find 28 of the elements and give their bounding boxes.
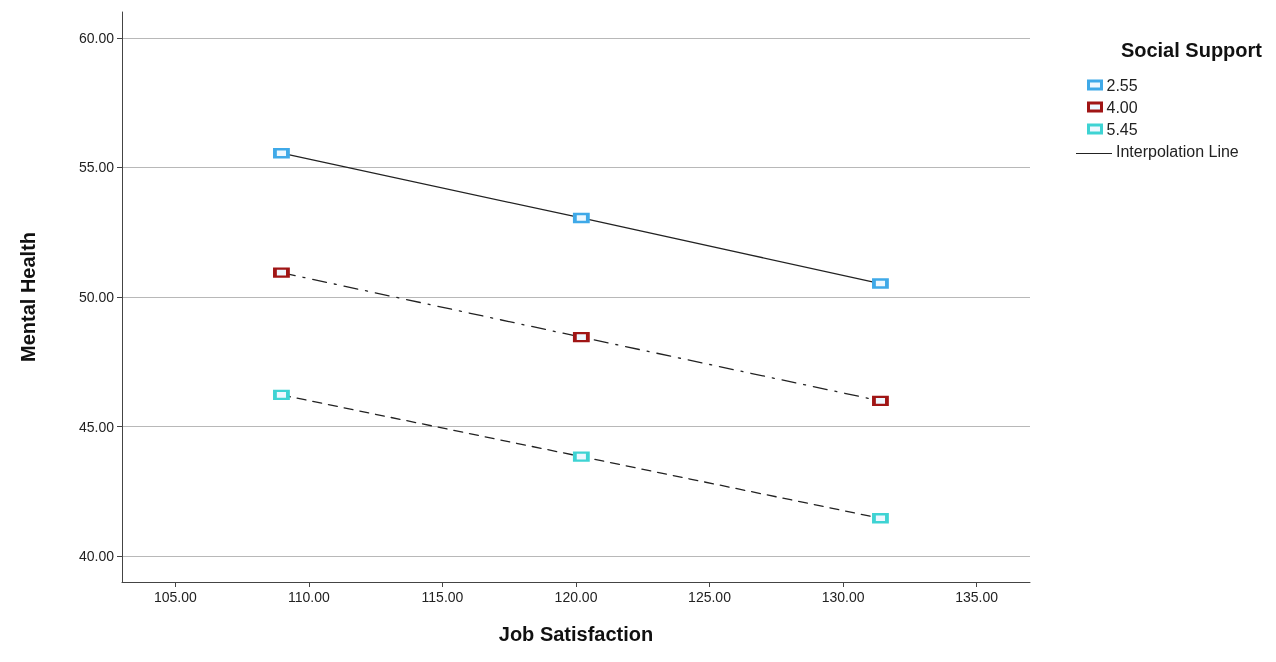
x-tick-label: 115.00 [421,589,464,605]
y-tick-label: 60.00 [78,29,115,46]
point [573,212,590,224]
point [273,389,290,401]
legend-label: 5.45 [1106,120,1138,138]
legend-label: 2.55 [1106,76,1138,94]
legend-title: Social Support [1120,39,1263,61]
text: Interpolation Line [1116,142,1239,160]
point [273,147,290,159]
y-tick-label: 40.00 [78,548,115,565]
y-tick-label: 50.00 [78,289,115,305]
x-tick-label: 125.00 [688,589,732,605]
legend-label: 4.00 [1106,98,1138,116]
x-tick-label: 130.00 [821,589,865,605]
point [872,278,889,290]
y-tick-label: 55.00 [78,159,115,176]
point [872,512,889,524]
x-tick-label: 105.00 [154,589,198,605]
point [872,395,889,407]
point [273,267,290,279]
x-tick-label: 135.00 [955,589,999,605]
x-tick-label: 110.00 [288,589,331,605]
y-tick-label: 45.00 [78,418,115,435]
point [573,451,590,463]
point [573,331,590,343]
x-axis-title: Job Satisfaction [498,623,654,645]
x-tick-label: 120.00 [554,589,598,605]
y-axis-title: Mental Health [17,231,39,363]
